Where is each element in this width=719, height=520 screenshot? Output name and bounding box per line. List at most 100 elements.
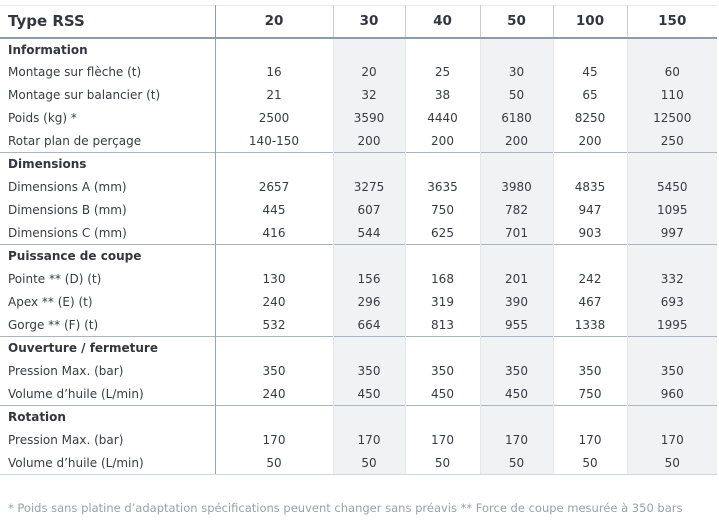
section-title: Dimensions: [0, 152, 215, 176]
cell-value: 532: [214, 313, 333, 337]
section-empty-cell: [552, 336, 627, 360]
table-body: Information Montage sur flèche (t) 16 20 25 3…: [0, 37, 717, 475]
cell-value: 4440: [404, 106, 480, 130]
row-label: Pression Max. (bar): [8, 433, 124, 447]
cell-value: 544: [332, 221, 405, 245]
section-empty-cell: [332, 336, 405, 360]
cell-value: 21: [214, 83, 333, 107]
cell-value: 319: [404, 290, 480, 314]
column-header-40: 40: [404, 5, 480, 39]
cell-value: 782: [479, 198, 553, 222]
table-row: Dimensions A (mm) 2657 3275 3635 3980 4835 545…: [0, 175, 717, 199]
cell-value: 3980: [479, 175, 553, 199]
cell-value: 50: [479, 83, 553, 107]
cell-value: 12500: [626, 106, 717, 130]
cell-value: 350: [479, 359, 553, 383]
cell-value: 200: [479, 129, 553, 153]
cell-value: 32: [332, 83, 405, 107]
section-row: Puissance de coupe: [0, 244, 717, 268]
table-row: Montage sur balancier (t) 21 32 38 50 65 110: [0, 83, 717, 107]
cell-value: 947: [552, 198, 627, 222]
cell-value: 250: [626, 129, 717, 153]
cell-value: 20: [332, 60, 405, 84]
table-row: Gorge ** (F) (t) 532 664 813 955 1338 1995: [0, 313, 717, 337]
section-empty-cell: [404, 37, 480, 61]
cell-value: 200: [404, 129, 480, 153]
section-empty-cell: [404, 336, 480, 360]
section-empty-cell: [332, 244, 405, 268]
table-row: Dimensions C (mm) 416 544 625 701 903 997: [0, 221, 717, 245]
row-label: Apex ** (E) (t): [8, 295, 93, 309]
table-row: Volume d’huile (L/min) 240 450 450 450 750 960: [0, 382, 717, 406]
table-row: Apex ** (E) (t) 240 296 319 390 467 693: [0, 290, 717, 314]
cell-value: 2657: [214, 175, 333, 199]
cell-value: 450: [332, 382, 405, 406]
cell-value: 3275: [332, 175, 405, 199]
section-empty-cell: [552, 37, 627, 61]
cell-value: 607: [332, 198, 405, 222]
cell-value: 390: [479, 290, 553, 314]
cell-value: 170: [626, 428, 717, 452]
section-empty-cell: [332, 37, 405, 61]
cell-value: 296: [332, 290, 405, 314]
cell-value: 65: [552, 83, 627, 107]
section-title: Puissance de coupe: [0, 244, 215, 268]
section-empty-cell: [626, 405, 717, 429]
cell-value: 903: [552, 221, 627, 245]
cell-value: 60: [626, 60, 717, 84]
cell-value: 750: [404, 198, 480, 222]
cell-value: 201: [479, 267, 553, 291]
section-empty-cell: [214, 37, 333, 61]
table-row: Pression Max. (bar) 350 350 350 350 350 350: [0, 359, 717, 383]
row-label: Montage sur flèche (t): [8, 65, 142, 79]
section-row: Ouverture / fermeture: [0, 336, 717, 360]
cell-value: 38: [404, 83, 480, 107]
cell-value: 2500: [214, 106, 333, 130]
section-empty-cell: [626, 152, 717, 176]
cell-value: 6180: [479, 106, 553, 130]
cell-value: 445: [214, 198, 333, 222]
cell-value: 50: [626, 451, 717, 475]
cell-value: 332: [626, 267, 717, 291]
cell-value: 4835: [552, 175, 627, 199]
row-label: Volume d’huile (L/min): [8, 386, 144, 401]
row-label: Volume d’huile (L/min): [0, 451, 215, 475]
cell-value: 664: [332, 313, 405, 337]
table-row: Montage sur flèche (t) 16 20 25 30 45 60: [0, 60, 717, 84]
column-header-20: 20: [214, 5, 333, 39]
cell-value: 200: [552, 129, 627, 153]
cell-value: 50: [332, 451, 405, 475]
section-empty-cell: [479, 152, 553, 176]
row-label: Dimensions A (mm): [8, 180, 127, 194]
cell-value: 50: [214, 451, 333, 475]
cell-value: 25: [404, 60, 480, 84]
cell-value: 240: [214, 290, 333, 314]
section-title: Rotation: [0, 405, 215, 429]
cell-value: 168: [404, 267, 480, 291]
section-row: Rotation: [0, 405, 717, 429]
section-empty-cell: [552, 152, 627, 176]
cell-value: 450: [479, 382, 553, 406]
cell-value: 16: [214, 60, 333, 84]
cell-value: 110: [626, 83, 717, 107]
column-header-150: 150: [626, 5, 717, 39]
cell-value: 350: [332, 359, 405, 383]
row-label: Rotar plan de perçage: [8, 133, 142, 148]
row-label: Gorge ** (F) (t): [8, 317, 99, 332]
cell-value: 8250: [552, 106, 627, 130]
section-empty-cell: [626, 244, 717, 268]
cell-value: 955: [479, 313, 553, 337]
table-row: Dimensions B (mm) 445 607 750 782 947 1095: [0, 198, 717, 222]
cell-value: 170: [404, 428, 480, 452]
cell-value: 3590: [332, 106, 405, 130]
cell-value: 140-150: [214, 129, 333, 153]
section-empty-cell: [626, 37, 717, 61]
section-empty-cell: [404, 152, 480, 176]
cell-value: 200: [332, 129, 405, 153]
section-empty-cell: [214, 405, 333, 429]
table-row: Pointe ** (D) (t) 130 156 168 201 242 332: [0, 267, 717, 291]
cell-value: 750: [552, 382, 627, 406]
column-header-30: 30: [332, 5, 405, 39]
section-empty-cell: [479, 37, 553, 61]
